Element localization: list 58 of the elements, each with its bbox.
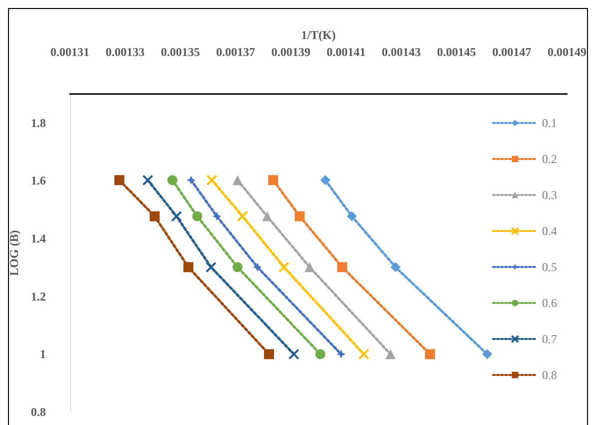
x-tick-label: 0.00131 <box>50 45 90 59</box>
point <box>337 262 348 272</box>
point <box>114 175 124 186</box>
point <box>386 349 396 360</box>
y-axis-title: LOG (B) <box>7 230 21 276</box>
point <box>304 262 315 272</box>
point <box>171 210 182 222</box>
point <box>183 262 194 272</box>
legend-label: 0.2 <box>542 152 557 166</box>
point <box>150 211 160 222</box>
point <box>192 211 202 222</box>
x-tick-label: 0.00141 <box>326 45 366 59</box>
point <box>142 174 154 186</box>
y-tick-label: 1.2 <box>30 289 46 304</box>
legend-label: 0.6 <box>542 296 557 310</box>
y-tick-label: 1 <box>40 347 46 362</box>
x-tick-label: 0.00135 <box>160 45 200 59</box>
point <box>206 262 217 273</box>
x-tick-label: 0.00133 <box>106 45 145 59</box>
x-tick-label: 0.00137 <box>216 45 256 59</box>
point <box>278 262 290 273</box>
point <box>390 262 400 272</box>
y-tick-label: 1.6 <box>30 174 46 188</box>
point <box>252 262 262 272</box>
x-tick-label: 0.00149 <box>548 45 586 59</box>
x-tick-label: 0.00143 <box>382 45 421 59</box>
legend-label: 0.1 <box>542 116 557 130</box>
point <box>358 348 370 360</box>
point <box>264 349 274 360</box>
point <box>425 349 436 360</box>
point <box>288 348 300 360</box>
point <box>346 211 357 222</box>
point <box>268 175 278 186</box>
legend-label: 0.5 <box>542 260 557 274</box>
legend-label: 0.3 <box>542 188 557 202</box>
y-tick-label: 0.8 <box>30 405 46 419</box>
point <box>167 175 178 186</box>
point <box>294 211 305 222</box>
point <box>212 212 222 221</box>
point <box>232 175 243 186</box>
legend-label: 0.7 <box>542 332 557 346</box>
point <box>232 262 243 272</box>
y-tick-label: 1.8 <box>30 116 46 130</box>
point <box>320 175 330 186</box>
point <box>186 176 196 185</box>
legend-label: 0.4 <box>542 224 557 238</box>
point <box>482 349 492 360</box>
point <box>262 211 272 222</box>
point <box>206 174 218 186</box>
x-tick-label: 0.00147 <box>492 45 532 59</box>
point <box>315 349 326 360</box>
y-tick-label: 1.4 <box>30 232 46 246</box>
legend-label: 0.8 <box>542 368 557 382</box>
x-axis-title: 1/T(K) <box>301 28 336 42</box>
x-tick-label: 0.00145 <box>437 45 476 59</box>
point <box>336 350 346 359</box>
point <box>237 210 248 222</box>
x-tick-label: 0.00139 <box>271 45 310 59</box>
